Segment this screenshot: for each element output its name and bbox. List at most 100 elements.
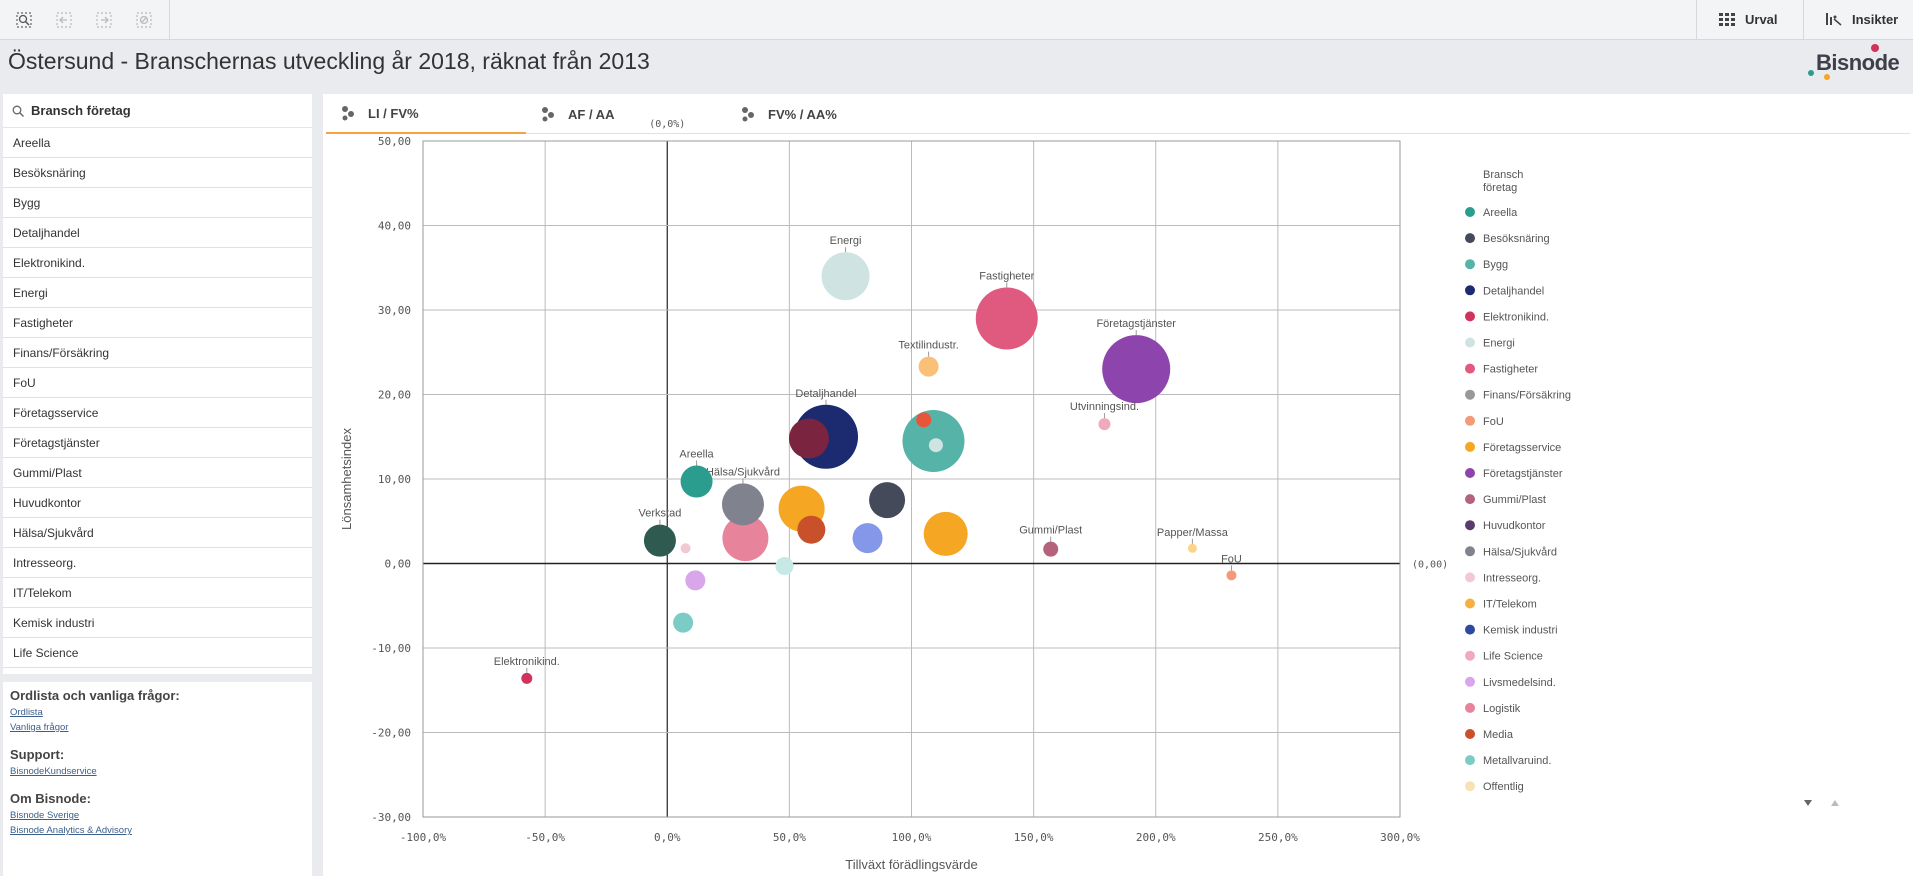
insikter-button[interactable]: Insikter — [1803, 0, 1913, 39]
step-back-button[interactable] — [46, 5, 82, 35]
branch-item[interactable]: Areella — [3, 128, 312, 158]
data-label: Areella — [679, 449, 714, 461]
search-icon — [12, 105, 24, 117]
branch-search[interactable]: Bransch företag — [3, 94, 312, 128]
legend-item: Elektronikind. — [1483, 311, 1549, 323]
data-label: FoU — [1221, 553, 1242, 565]
branch-item[interactable]: Elektronikind. — [3, 248, 312, 278]
branch-item[interactable]: Huvudkontor — [3, 488, 312, 518]
scatter-icon — [742, 107, 754, 122]
legend-item: Areella — [1483, 207, 1518, 219]
data-point[interactable] — [923, 511, 968, 556]
legend-scroll-up-icon[interactable] — [1831, 800, 1839, 806]
right-tools: Urval Insikter — [1696, 0, 1913, 39]
legend-item: FoU — [1483, 416, 1504, 428]
insights-icon — [1826, 12, 1842, 26]
branch-item[interactable]: Energi — [3, 278, 312, 308]
data-point[interactable] — [852, 523, 883, 554]
info-panel: Ordlista och vanliga frågor: Ordlista Va… — [3, 682, 312, 876]
x-tick-label: -100,0% — [400, 831, 447, 844]
tab-li-fv[interactable]: LI / FV% — [326, 94, 526, 134]
data-point[interactable] — [1043, 541, 1059, 557]
support-link[interactable]: BisnodeKundservice — [10, 766, 97, 777]
scatter-chart[interactable]: -100,0% -50,0% 0,0% 50,0% 100,0% 150,0% 200,0%… — [323, 94, 1913, 876]
about-link-sweden[interactable]: Bisnode Sverige — [10, 810, 80, 821]
data-point[interactable] — [722, 515, 769, 562]
data-point[interactable] — [797, 515, 826, 544]
glossary-link[interactable]: Ordlista — [10, 707, 43, 718]
data-point[interactable] — [821, 252, 870, 301]
branch-item[interactable]: Fastigheter — [3, 308, 312, 338]
legend-swatch — [1465, 650, 1475, 661]
smart-search-button[interactable] — [6, 5, 42, 35]
bisnode-logo: Bisnode — [1808, 44, 1908, 84]
origin-label-y: (0,00) — [1412, 560, 1448, 571]
scatter-icon — [342, 106, 354, 121]
support-heading: Support: — [10, 747, 65, 762]
step-forward-button[interactable] — [86, 5, 122, 35]
legend-swatch — [1465, 233, 1475, 244]
legend-item: Finans/Försäkring — [1483, 390, 1571, 402]
branch-item[interactable]: Kemisk industri — [3, 608, 312, 638]
data-point[interactable] — [1187, 543, 1197, 553]
legend-item: Offentlig — [1483, 781, 1524, 793]
data-point[interactable] — [788, 418, 829, 459]
data-point[interactable] — [721, 483, 764, 526]
data-point[interactable] — [673, 612, 694, 633]
data-point[interactable] — [685, 570, 706, 591]
legend-scroll-down-icon[interactable] — [1804, 800, 1812, 806]
branch-item[interactable]: Företagsservice — [3, 398, 312, 428]
data-point[interactable] — [1098, 418, 1111, 431]
branch-item[interactable]: Bygg — [3, 188, 312, 218]
legend-swatch — [1465, 311, 1475, 322]
branch-item[interactable]: Life Science — [3, 638, 312, 668]
urval-button[interactable]: Urval — [1696, 0, 1803, 39]
legend-swatch — [1465, 598, 1475, 609]
branch-item[interactable]: Gummi/Plast — [3, 458, 312, 488]
tab-af-aa[interactable]: AF / AA — [526, 94, 726, 134]
about-link-analytics[interactable]: Bisnode Analytics & Advisory — [10, 825, 132, 836]
branch-item[interactable]: Besöksnäring — [3, 158, 312, 188]
clear-selections-button[interactable] — [126, 5, 162, 35]
y-tick-label: 50,00 — [378, 135, 411, 148]
branch-item[interactable]: IT/Telekom — [3, 578, 312, 608]
branch-item[interactable]: Finans/Försäkring — [3, 338, 312, 368]
x-tick-label: 250,0% — [1258, 831, 1298, 844]
toolbar: Urval Insikter — [0, 0, 1913, 40]
about-heading: Om Bisnode: — [10, 791, 91, 806]
data-point[interactable] — [1102, 335, 1171, 404]
legend-item: Metallvaruind. — [1483, 755, 1551, 767]
data-point[interactable] — [975, 287, 1038, 350]
step-forward-icon — [96, 11, 112, 28]
data-point[interactable] — [916, 412, 932, 428]
branch-item[interactable]: Detaljhandel — [3, 218, 312, 248]
data-label: Gummi/Plast — [1019, 525, 1082, 537]
x-tick-label: 200,0% — [1136, 831, 1176, 844]
legend-item: Detaljhandel — [1483, 285, 1544, 297]
legend-item: Gummi/Plast — [1483, 494, 1546, 506]
data-point[interactable] — [918, 356, 939, 377]
legend-item: Företagsservice — [1483, 442, 1561, 454]
smart-search-icon — [16, 11, 32, 28]
faq-link[interactable]: Vanliga frågor — [10, 722, 69, 733]
data-point[interactable] — [643, 524, 676, 557]
data-point[interactable] — [775, 557, 794, 576]
data-point[interactable] — [521, 672, 533, 684]
logo-text: Bisnode — [1816, 50, 1900, 75]
branch-item[interactable]: Företagstjänster — [3, 428, 312, 458]
data-point[interactable] — [680, 465, 713, 498]
y-tick-label: 30,00 — [378, 304, 411, 317]
branch-item[interactable]: Intresseorg. — [3, 548, 312, 578]
x-tick-label: 150,0% — [1014, 831, 1054, 844]
tab-fv-aa[interactable]: FV% / AA% — [726, 94, 926, 134]
legend-swatch — [1465, 624, 1475, 635]
data-point[interactable] — [869, 482, 906, 519]
branch-item[interactable]: FoU — [3, 368, 312, 398]
data-point[interactable] — [1226, 570, 1237, 581]
data-point[interactable] — [680, 543, 691, 554]
data-point[interactable] — [928, 438, 943, 453]
branch-item[interactable]: Hälsa/Sjukvård — [3, 518, 312, 548]
x-tick-label: 300,0% — [1380, 831, 1420, 844]
x-axis-title: Tillväxt förädlingsvärde — [845, 857, 977, 872]
legend-swatch — [1465, 468, 1475, 478]
